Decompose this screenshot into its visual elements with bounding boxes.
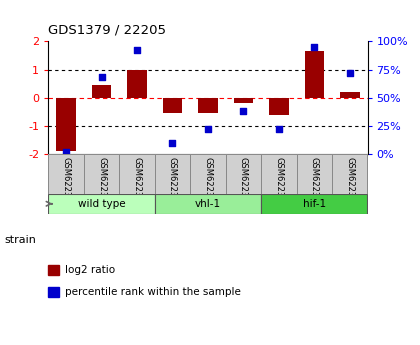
Bar — [332, 154, 368, 194]
Text: GDS1379 / 22205: GDS1379 / 22205 — [48, 23, 166, 36]
Text: vhl-1: vhl-1 — [195, 199, 221, 209]
Bar — [48, 194, 155, 214]
Point — [98, 75, 105, 80]
Bar — [84, 154, 119, 194]
Point — [205, 127, 211, 132]
Text: GSM62238: GSM62238 — [310, 157, 319, 203]
Text: percentile rank within the sample: percentile rank within the sample — [65, 287, 241, 297]
Text: GSM62234: GSM62234 — [274, 157, 284, 203]
Bar — [226, 154, 261, 194]
Bar — [261, 194, 368, 214]
Point — [169, 140, 176, 146]
Text: log2 ratio: log2 ratio — [65, 265, 115, 275]
Point — [134, 48, 140, 53]
Text: strain: strain — [4, 235, 36, 245]
Point — [240, 109, 247, 114]
Bar — [198, 98, 218, 113]
Bar — [155, 194, 261, 214]
Bar — [190, 154, 226, 194]
Text: GSM62235: GSM62235 — [239, 157, 248, 203]
Text: GSM62233: GSM62233 — [203, 157, 213, 203]
Bar — [48, 154, 84, 194]
Point — [63, 149, 69, 155]
Bar — [340, 92, 360, 98]
Bar — [155, 154, 190, 194]
Bar — [56, 98, 76, 151]
Text: GSM62231: GSM62231 — [62, 157, 71, 203]
Point — [311, 44, 318, 50]
Bar — [234, 98, 253, 104]
Text: hif-1: hif-1 — [303, 199, 326, 209]
Bar — [119, 154, 155, 194]
Bar — [163, 98, 182, 113]
Text: GSM62239: GSM62239 — [345, 157, 354, 203]
Bar — [92, 85, 111, 98]
Text: GSM62237: GSM62237 — [132, 157, 142, 203]
Bar — [127, 70, 147, 98]
Text: GSM62236: GSM62236 — [97, 157, 106, 203]
Bar — [304, 51, 324, 98]
Text: GSM62232: GSM62232 — [168, 157, 177, 203]
Point — [346, 70, 353, 76]
Bar — [269, 98, 289, 115]
Point — [276, 127, 282, 132]
Text: wild type: wild type — [78, 199, 125, 209]
Bar — [261, 154, 297, 194]
Bar — [297, 154, 332, 194]
